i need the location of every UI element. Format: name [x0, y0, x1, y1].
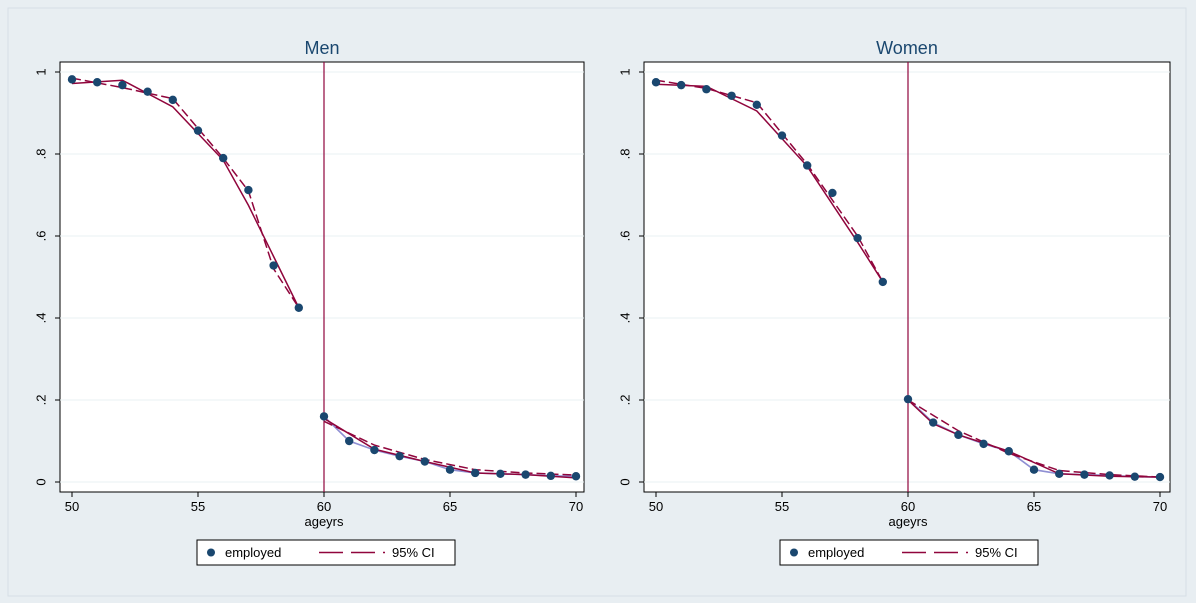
chart-panel-1: 0 .2 .4 .6 .8 1 50 55 60 65 70 ageyrs Women employed 9…	[617, 38, 1171, 566]
x-axis-label: ageyrs	[304, 514, 344, 529]
x-tick-label: 60	[317, 499, 331, 514]
y-tick-label: .8	[617, 149, 632, 160]
data-point	[118, 80, 127, 90]
x-tick-label: 55	[775, 499, 789, 514]
data-point	[219, 153, 228, 163]
legend: employed 95% CI	[779, 539, 1039, 566]
data-point	[878, 277, 887, 287]
chart-panel-0: 0 .2 .4 .6 .8 1 50 55 60 65 70 ageyrs Men employed 95%…	[33, 38, 585, 566]
plot-area	[643, 61, 1171, 493]
data-point	[143, 87, 152, 96]
data-point	[727, 91, 736, 100]
data-point	[702, 85, 711, 94]
y-tick-label: .4	[617, 313, 632, 324]
y-tick-label: .6	[33, 231, 48, 242]
panel-title: Women	[876, 38, 938, 58]
data-point	[471, 468, 480, 478]
legend-marker-employed	[207, 548, 215, 557]
x-tick-label: 50	[65, 499, 79, 514]
legend-marker-employed	[790, 548, 798, 557]
ci-line	[907, 399, 1161, 478]
ci-line	[323, 420, 577, 476]
data-point	[777, 131, 787, 140]
y-tick-label: .2	[33, 395, 48, 406]
legend-box	[196, 539, 456, 566]
legend: employed 95% CI	[196, 539, 456, 566]
y-tick-label: .4	[33, 313, 48, 324]
data-point	[319, 412, 329, 421]
x-tick-label: 55	[191, 499, 205, 514]
data-point	[803, 161, 812, 170]
data-point	[677, 80, 686, 90]
data-point	[929, 418, 938, 427]
legend-label-ci: 95% CI	[392, 545, 435, 560]
data-point	[903, 394, 913, 404]
plot-area	[59, 61, 585, 493]
x-tick-label: 60	[901, 499, 915, 514]
data-point	[546, 471, 555, 481]
x-axis-label: ageyrs	[888, 514, 928, 529]
data-point	[1080, 470, 1089, 479]
panel-title: Men	[304, 38, 339, 58]
data-point	[828, 188, 837, 198]
data-point	[1105, 471, 1114, 480]
data-point	[345, 436, 354, 446]
data-point	[496, 469, 505, 478]
data-point	[1055, 469, 1064, 478]
data-point	[370, 445, 379, 455]
y-tick-label: .6	[617, 231, 632, 242]
data-point	[651, 78, 661, 87]
data-point	[269, 261, 278, 270]
y-tick-label: 1	[33, 68, 48, 75]
data-point	[979, 439, 988, 449]
y-tick-label: .2	[617, 395, 632, 406]
data-point	[445, 465, 455, 474]
y-tick-label: 0	[617, 478, 632, 485]
data-point	[395, 451, 404, 461]
data-point	[1004, 447, 1013, 456]
data-point	[1029, 465, 1039, 474]
data-point	[571, 472, 581, 481]
data-point	[244, 185, 253, 195]
data-point	[67, 75, 77, 84]
x-tick-label: 65	[1027, 499, 1041, 514]
data-point	[521, 470, 530, 479]
data-point	[954, 430, 963, 440]
x-tick-label: 50	[649, 499, 663, 514]
legend-label-employed: employed	[808, 545, 864, 560]
data-point	[1155, 472, 1165, 482]
x-tick-label: 70	[1153, 499, 1167, 514]
y-tick-label: 1	[617, 68, 632, 75]
data-point	[93, 78, 102, 87]
legend-label-ci: 95% CI	[975, 545, 1018, 560]
data-point	[853, 233, 862, 243]
data-point	[294, 303, 303, 312]
y-tick-label: .8	[33, 149, 48, 160]
data-point	[168, 95, 177, 105]
data-point	[752, 100, 761, 110]
legend-label-employed: employed	[225, 545, 281, 560]
data-point	[1130, 472, 1140, 481]
y-tick-label: 0	[33, 478, 48, 485]
x-tick-label: 65	[443, 499, 457, 514]
data-point	[193, 126, 203, 135]
x-tick-label: 70	[569, 499, 583, 514]
data-point	[420, 457, 429, 466]
